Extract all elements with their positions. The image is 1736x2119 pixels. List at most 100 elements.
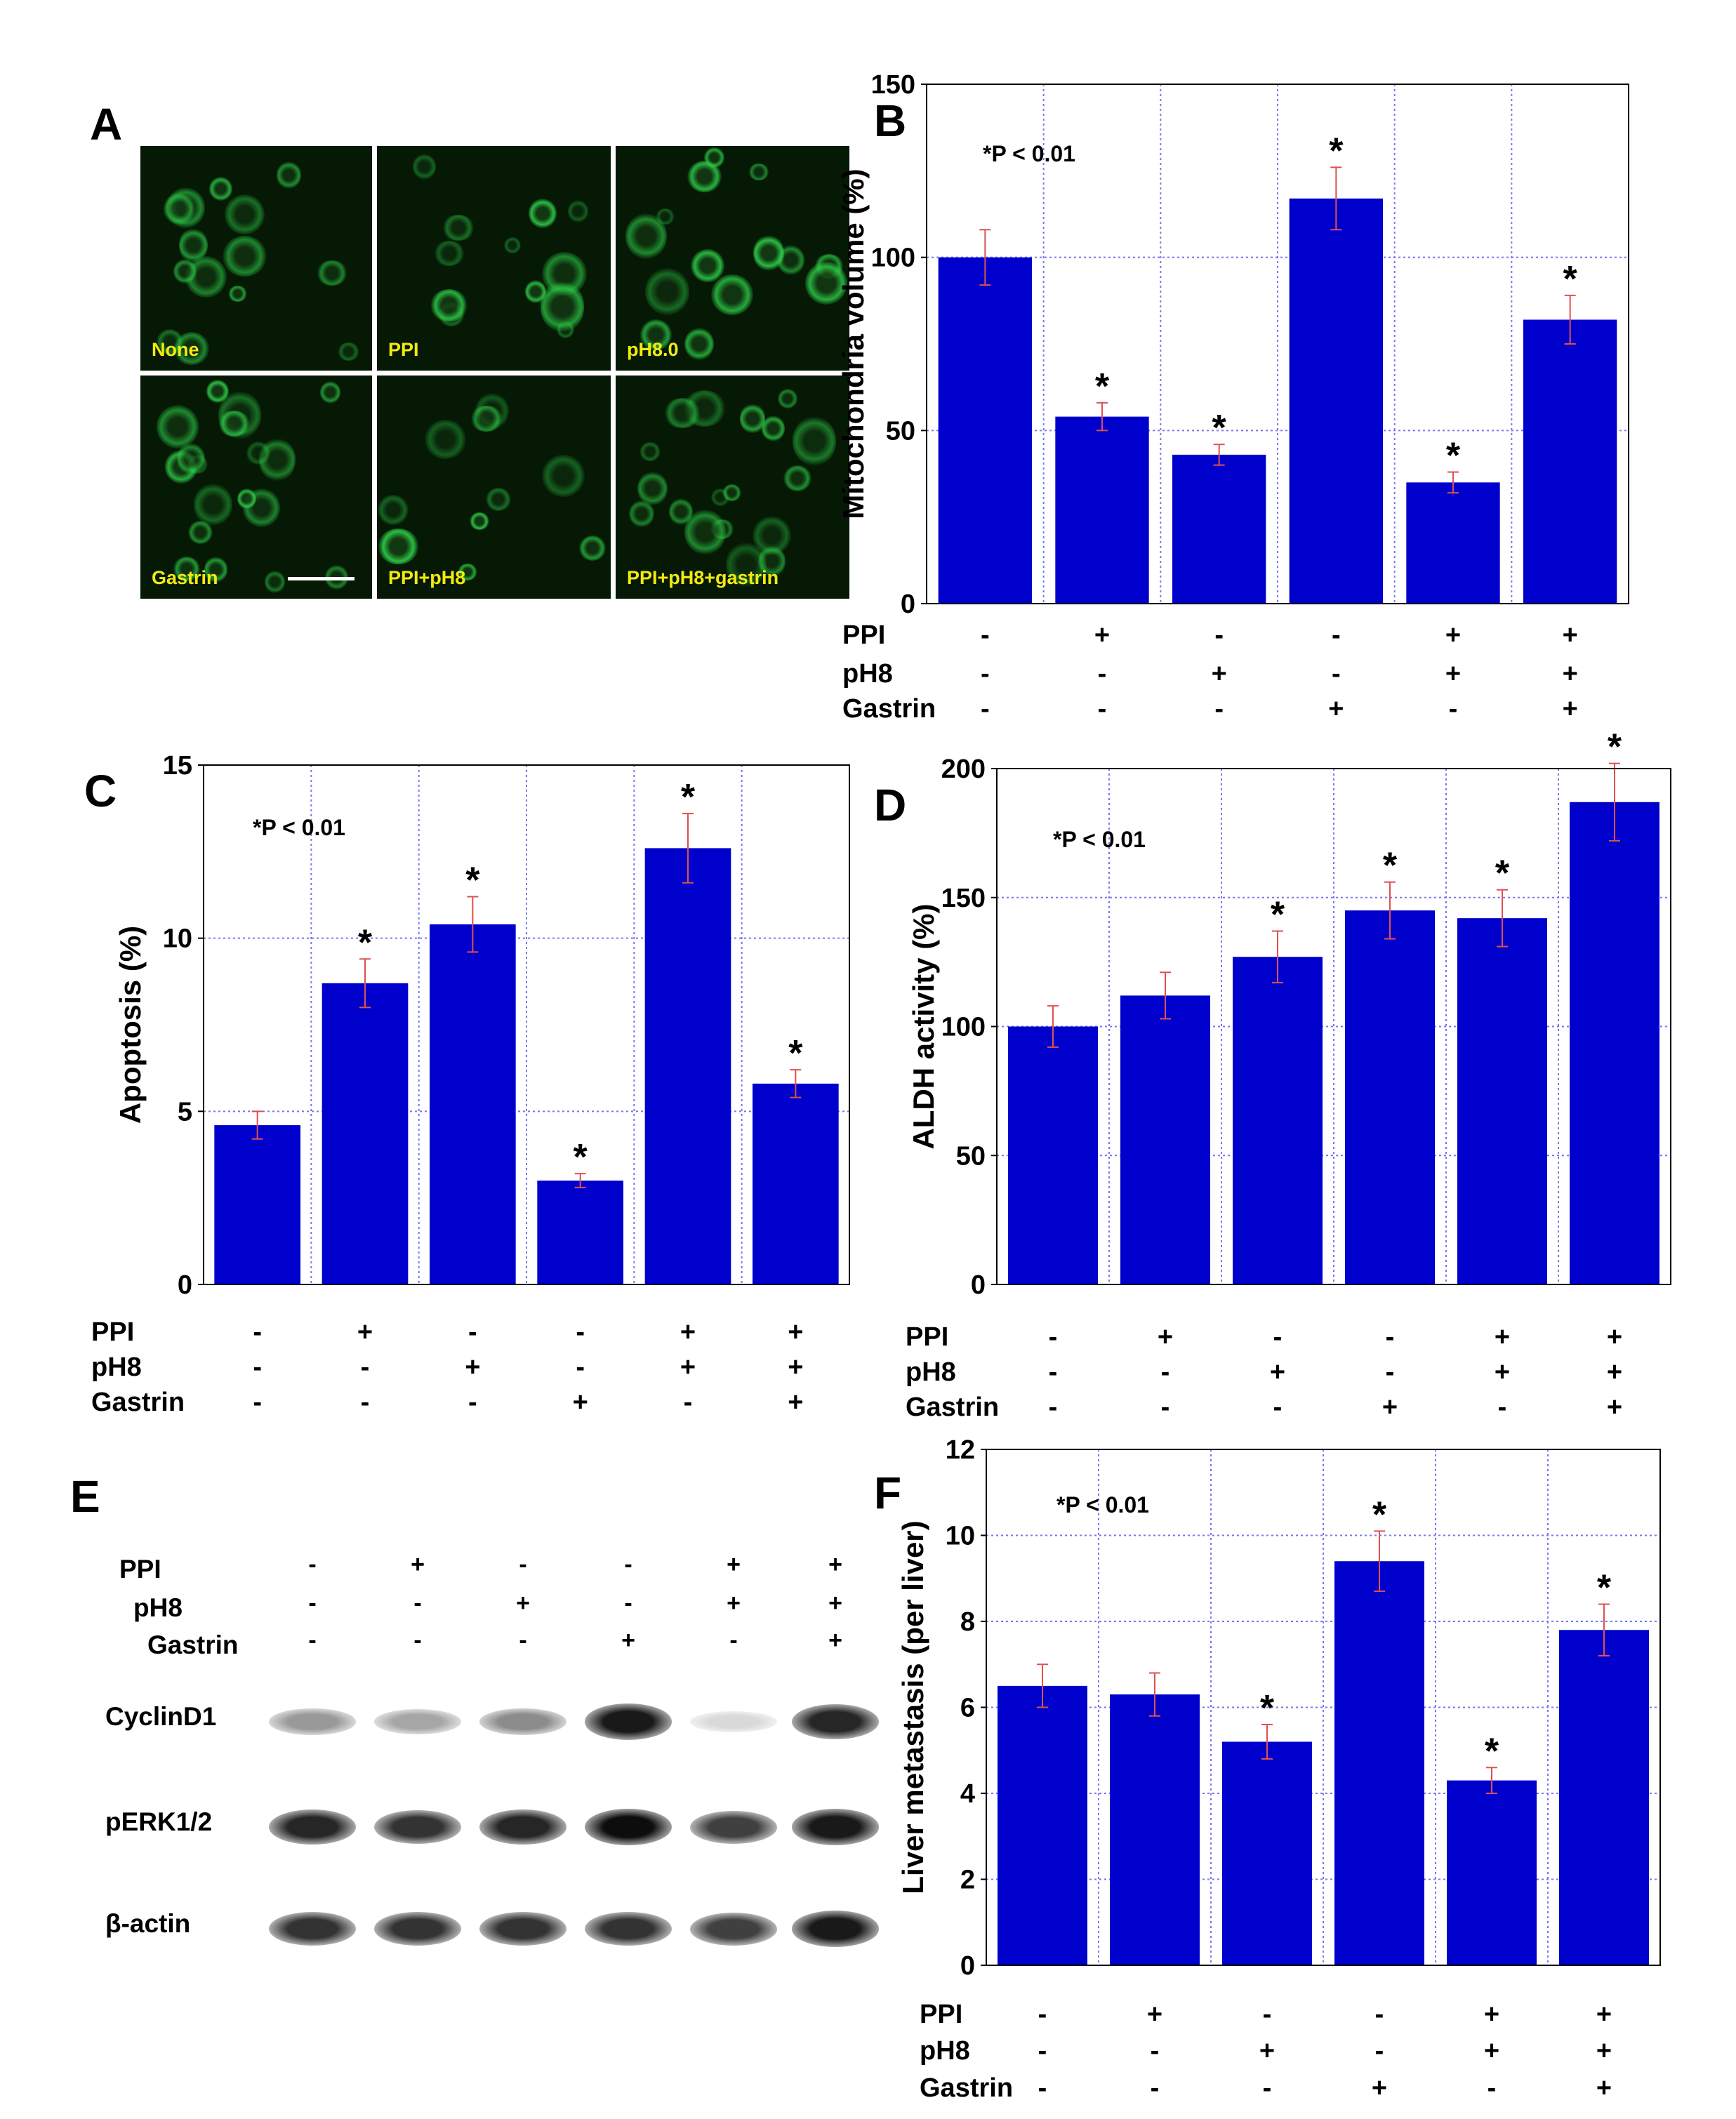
treatment-sign: +: [1607, 1393, 1622, 1422]
treatment-sign: +: [1270, 1357, 1285, 1387]
treatment-row-label: Gastrin: [842, 694, 936, 724]
treatment-sign: -: [624, 1551, 632, 1578]
panel-label-d: D: [874, 780, 907, 830]
y-tick-label: 2: [960, 1866, 975, 1895]
significance-marker: *: [358, 922, 373, 963]
y-axis-label: Mitochondria volume (%): [837, 168, 870, 519]
treatment-sign: -: [981, 659, 990, 689]
fluorescent-cell: [748, 163, 770, 181]
significance-marker: *: [1329, 131, 1344, 171]
y-tick-label: 100: [871, 244, 915, 273]
blot-band: [479, 1809, 566, 1845]
blot-band: [690, 1810, 777, 1844]
treatment-sign: +: [680, 1317, 696, 1347]
treatment-row-label: PPI: [119, 1555, 161, 1583]
treatment-sign: -: [361, 1353, 370, 1382]
bar: [1406, 482, 1500, 604]
bar: [1447, 1780, 1537, 1965]
treatment-row-label: Gastrin: [147, 1630, 239, 1659]
p-value-annotation: *P < 0.01: [983, 141, 1075, 166]
panel-label-c: C: [84, 766, 117, 816]
fluorescent-cell: [470, 405, 503, 432]
bar: [322, 983, 409, 1284]
fluorescent-cell: [237, 489, 256, 510]
treatment-sign: +: [788, 1317, 803, 1347]
fluorescent-cell: [246, 441, 270, 465]
treatment-sign: -: [1487, 2073, 1497, 2103]
significance-marker: *: [465, 860, 480, 901]
treatment-sign: -: [1049, 1393, 1058, 1422]
fluorescent-cell: [568, 199, 589, 223]
scale-bar: [288, 577, 355, 580]
fluorescent-cell: [753, 234, 784, 271]
bar: [753, 1083, 839, 1284]
treatment-row-label: PPI: [906, 1322, 948, 1352]
fluorescent-cell: [640, 319, 672, 350]
fluorescent-cell: [783, 465, 812, 492]
micrograph-ppi-ph8: PPI+pH8: [377, 376, 611, 599]
treatment-sign: +: [1607, 1322, 1622, 1352]
treatment-sign: +: [1596, 2073, 1612, 2103]
fluorescent-cell: [164, 193, 194, 225]
treatment-sign: +: [1495, 1357, 1510, 1387]
treatment-sign: +: [1158, 1322, 1173, 1352]
blot-band: [585, 1703, 672, 1740]
bar: [1120, 995, 1210, 1284]
micrograph-ph8: pH8.0: [616, 146, 849, 371]
y-tick-label: 0: [178, 1270, 192, 1300]
fluorescent-cell: [204, 557, 227, 583]
treatment-sign: -: [413, 1590, 422, 1616]
y-tick-label: 50: [886, 416, 915, 446]
treatment-sign: +: [828, 1551, 842, 1578]
blot-band: [792, 1911, 879, 1947]
y-axis-label: Liver metastasis (per liver): [896, 1520, 929, 1894]
fluorescent-cell: [691, 248, 725, 282]
treatment-sign: -: [1098, 694, 1107, 724]
treatment-sign: +: [1596, 2036, 1612, 2066]
fluorescent-cell: [503, 237, 522, 254]
blot-band: [690, 1912, 777, 1946]
significance-marker: *: [788, 1033, 803, 1074]
blot-band: [269, 1809, 356, 1845]
y-tick-label: 6: [960, 1694, 975, 1723]
fluorescent-cell: [579, 535, 607, 561]
plot-frame: [926, 84, 1629, 604]
fluorescent-cell: [637, 471, 668, 506]
treatment-sign: -: [981, 620, 990, 650]
treatment-sign: -: [1332, 620, 1341, 650]
significance-marker: *: [681, 777, 696, 818]
fluorescent-cell: [485, 488, 512, 511]
bar: [644, 848, 731, 1284]
treatment-sign: -: [1161, 1393, 1170, 1422]
treatment-sign: -: [576, 1353, 585, 1382]
treatment-sign: +: [516, 1590, 530, 1616]
bar: [1334, 1561, 1424, 1965]
bar: [537, 1181, 623, 1284]
significance-marker: *: [1372, 1494, 1387, 1535]
treatment-row-label: pH8: [842, 659, 893, 689]
p-value-annotation: *P < 0.01: [1053, 827, 1146, 852]
bar: [1457, 918, 1547, 1284]
blot-band: [374, 1709, 461, 1734]
fluorescent-cell: [684, 510, 727, 554]
fluorescent-cell: [173, 556, 200, 581]
treatment-sign: -: [413, 1627, 422, 1654]
treatment-sign: +: [1563, 694, 1578, 724]
micrograph-none: None: [140, 146, 372, 371]
blot-band: [479, 1708, 566, 1736]
treatment-sign: -: [1273, 1393, 1283, 1422]
bar: [1289, 198, 1383, 604]
treatment-sign: +: [1563, 659, 1578, 689]
treatment-row-label: PPI: [920, 2000, 962, 2029]
treatment-sign: +: [788, 1353, 803, 1382]
fluorescent-cell: [430, 289, 468, 321]
significance-marker: *: [1383, 846, 1398, 886]
fluorescent-cell: [761, 416, 785, 442]
y-tick-label: 5: [178, 1097, 192, 1127]
fluorescent-cell: [206, 380, 229, 403]
fluorescent-cell: [628, 500, 655, 527]
treatment-sign: +: [1495, 1322, 1510, 1352]
fluorescent-cell: [337, 343, 359, 361]
fluorescent-cell: [193, 483, 233, 526]
treatment-sign: +: [1484, 2036, 1499, 2066]
